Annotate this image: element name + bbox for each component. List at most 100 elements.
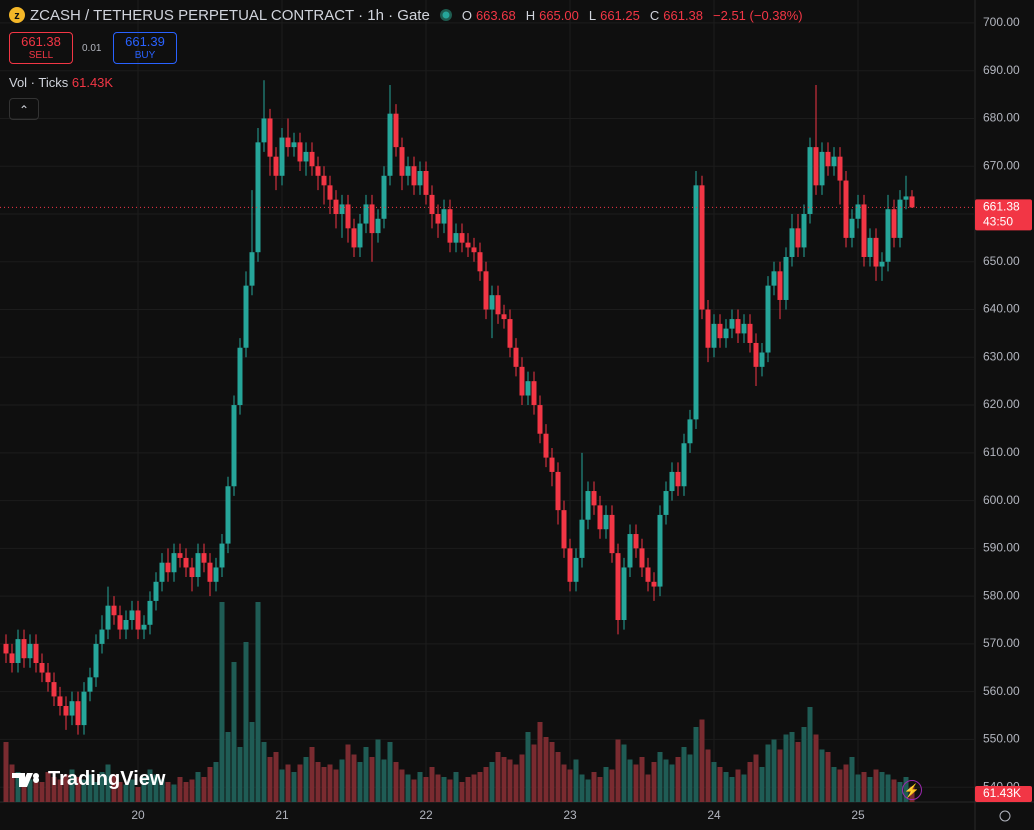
volume-bar [387,742,393,802]
candle-body [405,166,411,176]
x-tick-label: 22 [419,808,433,822]
volume-bar [219,602,225,802]
volume-bar [507,759,513,802]
candle-body [285,137,291,148]
candle-body [705,309,711,348]
candle-body [21,639,27,659]
volume-bar [681,747,687,802]
volume-bar [591,772,597,802]
candle-body [807,147,813,214]
candle-body [303,151,309,162]
volume-bar [393,762,399,802]
volume-bar [249,722,255,802]
candle-body [657,514,663,587]
volume-bar [801,727,807,802]
candle-body [747,323,753,343]
volume-bar [513,764,519,802]
candle-body [153,581,159,601]
candle-body [387,113,393,176]
candle-body [237,347,243,406]
volume-bar [243,642,249,802]
buy-button[interactable]: 661.39 BUY [113,32,177,64]
candle-body [75,701,81,726]
candle-body [159,562,165,582]
o-value: 663.68 [475,7,516,23]
candle-body [525,381,531,396]
candle-body [513,347,519,367]
volume-bar [435,774,441,802]
brand: TradingView [10,768,165,791]
volume-bar [663,759,669,802]
volume-bar [633,764,639,802]
lightning-button[interactable]: ⚡ [902,780,922,800]
candle-body [15,639,21,663]
volume-bar [459,782,465,802]
candle-body [627,534,633,568]
volume-bar [621,744,627,802]
volume-bar [225,732,231,802]
candle-body [189,567,195,578]
volume-bar [213,762,219,802]
volume-bar [15,772,21,802]
candle-body [183,557,189,568]
volume-bar [717,767,723,802]
volume-bar [135,787,141,802]
sell-button[interactable]: 661.38 SELL [9,32,73,64]
candle-body [99,629,105,644]
candle-body [39,662,45,673]
candle-body [717,323,723,339]
y-tick-label: 570.00 [983,636,1020,650]
volume-bar [651,762,657,802]
y-tick-label: 640.00 [983,302,1020,316]
candle-body [351,228,357,248]
candle-body [651,581,657,587]
candle-body [81,691,87,726]
volume-bar [315,762,321,802]
volume-bar [183,782,189,802]
volume-bar [195,772,201,802]
volume-bar [777,749,783,802]
volume-bar [57,779,63,802]
candle-body [117,615,123,630]
volume-bar [279,769,285,802]
y-tick-label: 700.00 [983,15,1020,29]
volume-bar [891,779,897,802]
candle-body [633,534,639,549]
volume-bar [297,764,303,802]
candle-body [837,156,843,181]
collapse-button[interactable]: ⌃ [9,98,39,120]
candle-body [147,600,153,625]
candle-body [3,643,9,654]
volume-bar [855,774,861,802]
candle-body [435,213,441,224]
volume-label: Vol · Ticks [9,75,69,90]
settings-icon [999,810,1011,822]
volume-bar [873,769,879,802]
change: −2.51 (−0.38%) [713,7,803,23]
symbol: ZCASH / TETHERUS PERPETUAL CONTRACT · 1h… [30,6,430,24]
candle-body [819,151,825,186]
candle-body [843,180,849,238]
y-tick-label: 560.00 [983,684,1020,698]
candle-body [297,142,303,162]
volume-bar [21,777,27,802]
volume-bar [231,662,237,802]
volume-bar [603,767,609,802]
volume-bar [765,744,771,802]
candle-body [249,252,255,286]
candle-body [711,323,717,348]
volume-bar [759,767,765,802]
candle-body [399,147,405,176]
candle-body [483,271,489,310]
candle-body [777,271,783,300]
candle-body [273,156,279,176]
candle-body [33,643,39,663]
candle-body [357,223,363,248]
volume-bar [669,764,675,802]
buy-label: BUY [134,50,156,61]
candle-body [105,605,111,630]
x-tick-label: 21 [275,808,289,822]
volume-bar [549,742,555,802]
candle-body [699,185,705,310]
volume-bar [267,757,273,802]
